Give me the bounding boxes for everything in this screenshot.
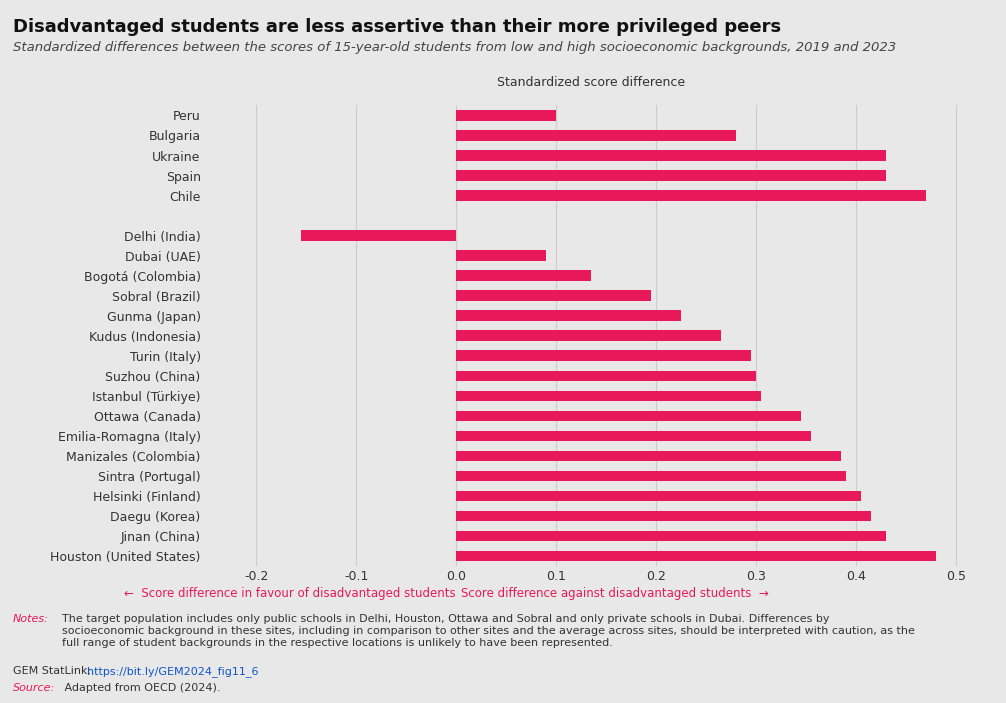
Bar — [456, 391, 761, 401]
Bar — [456, 271, 591, 280]
Bar — [456, 150, 886, 161]
Bar — [456, 330, 721, 341]
Bar — [456, 170, 886, 181]
Bar — [456, 510, 871, 521]
Bar — [456, 191, 926, 201]
Bar — [301, 231, 456, 241]
Text: Adapted from OECD (2024).: Adapted from OECD (2024). — [61, 683, 221, 693]
Bar — [456, 130, 736, 141]
Bar — [456, 290, 651, 301]
Bar — [456, 311, 681, 321]
Bar — [456, 430, 811, 441]
Bar — [456, 110, 556, 121]
Bar — [456, 550, 936, 561]
Bar — [456, 411, 801, 421]
Text: GEM StatLink:: GEM StatLink: — [13, 666, 95, 676]
Bar — [456, 531, 886, 541]
Bar — [456, 491, 861, 501]
Text: Score difference against disadvantaged students  →: Score difference against disadvantaged s… — [461, 587, 769, 600]
Bar — [456, 351, 750, 361]
Text: The target population includes only public schools in Delhi, Houston, Ottawa and: The target population includes only publ… — [62, 614, 915, 647]
Text: Notes:: Notes: — [13, 614, 49, 624]
Text: Standardized differences between the scores of 15-year-old students from low and: Standardized differences between the sco… — [13, 41, 896, 53]
Bar — [456, 370, 756, 381]
Text: Standardized score difference: Standardized score difference — [497, 77, 685, 89]
Text: Disadvantaged students are less assertive than their more privileged peers: Disadvantaged students are less assertiv… — [13, 18, 782, 36]
Bar — [456, 451, 841, 461]
Bar — [456, 470, 846, 481]
Text: Source:: Source: — [13, 683, 55, 693]
Bar — [456, 250, 546, 261]
Text: https://bit.ly/GEM2024_fig11_6: https://bit.ly/GEM2024_fig11_6 — [87, 666, 258, 678]
Text: ←  Score difference in favour of disadvantaged students: ← Score difference in favour of disadvan… — [124, 587, 456, 600]
